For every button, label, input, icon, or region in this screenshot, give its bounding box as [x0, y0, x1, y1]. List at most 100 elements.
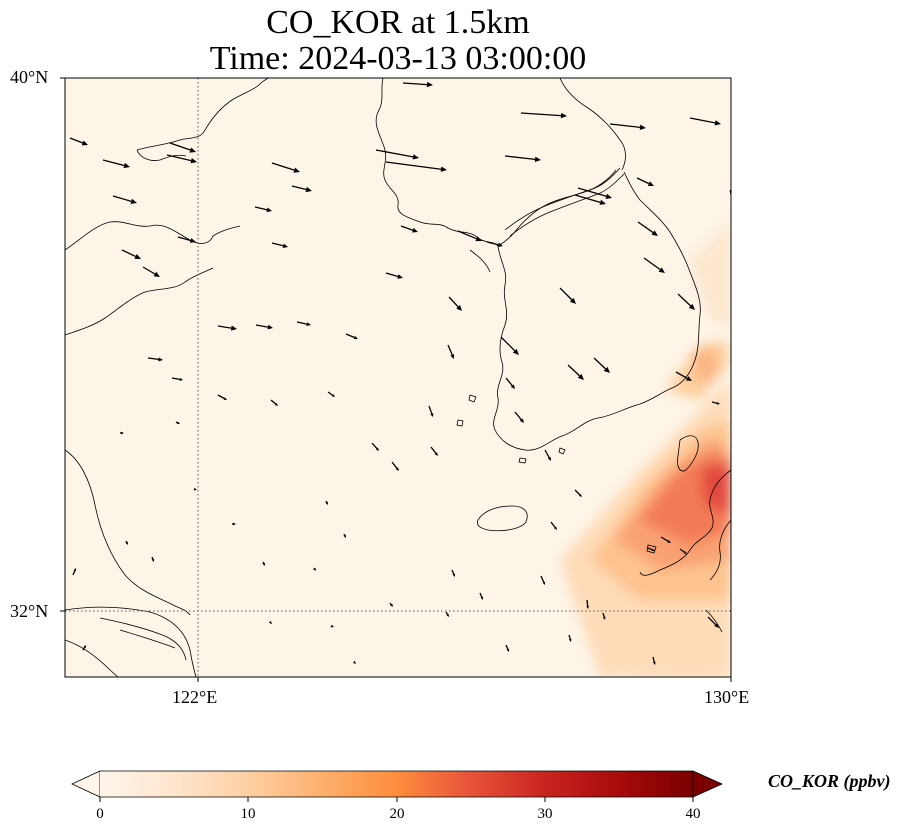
- wind-vector-head: [343, 534, 346, 538]
- wind-vector-head: [189, 147, 196, 153]
- wind-vector-head: [395, 467, 399, 471]
- wind-vector-shaft: [385, 161, 442, 170]
- wind-vector-shaft: [69, 137, 83, 144]
- lat-tick-label-40: 40°N: [10, 67, 49, 87]
- wind-vector-shaft: [72, 570, 76, 576]
- wind-vector-head: [688, 303, 695, 310]
- wind-vector-shaft: [391, 461, 398, 469]
- wind-vector-shaft: [660, 536, 669, 542]
- coastline-dmz-mid: [504, 167, 621, 231]
- wind-vector-shaft: [171, 377, 180, 381]
- coastline-gyeonggi-bay: [469, 249, 491, 273]
- plume-peak: [700, 460, 731, 515]
- wind-vector-shaft: [371, 442, 378, 450]
- wind-vector-head: [658, 267, 665, 273]
- wind-vector-head: [554, 526, 557, 530]
- colorbar-extend-high: [692, 770, 723, 798]
- wind-vector-head: [605, 193, 612, 199]
- wind-vector-shaft: [428, 405, 433, 414]
- wind-vector-shaft: [574, 489, 581, 496]
- lon-tick-label-122: 122°E: [172, 687, 218, 707]
- wind-vector-shaft: [151, 556, 154, 560]
- wind-vector-head: [134, 253, 141, 259]
- wind-vector-shaft: [486, 241, 499, 246]
- wind-vector-head: [578, 493, 582, 497]
- wind-vector-head: [390, 603, 393, 607]
- wind-vector-head: [647, 181, 654, 186]
- wind-vector-head: [375, 447, 379, 451]
- coastline-jiangsu: [65, 449, 191, 616]
- wind-vector-shaft: [445, 611, 449, 615]
- wind-vector-shaft: [504, 155, 536, 160]
- wind-vector-shaft: [568, 634, 571, 640]
- wind-vector-shaft: [577, 187, 607, 197]
- wind-vector-head: [560, 112, 567, 119]
- wind-vector-shaft: [559, 287, 573, 301]
- coastline-south-korea: [493, 171, 701, 451]
- coastline-dmz-east: [509, 173, 625, 237]
- wind-vector-head: [434, 452, 438, 456]
- wind-vector-head: [452, 573, 456, 577]
- wind-vector-shaft: [296, 321, 307, 325]
- wind-vector-shaft: [586, 599, 589, 607]
- wind-vector-head: [176, 421, 180, 424]
- wind-vector-shaft: [447, 344, 453, 356]
- wind-vector-shaft: [271, 242, 284, 247]
- wind-vector-head: [274, 403, 278, 406]
- wind-vector-shaft: [125, 540, 128, 543]
- coastline-chongming: [119, 629, 176, 649]
- coastline-jeju: [477, 505, 528, 532]
- wind-vector-head: [268, 620, 272, 624]
- wind-vector-shaft: [505, 644, 509, 650]
- wind-vector-head: [262, 562, 265, 566]
- co-concentration-field: [560, 220, 731, 677]
- coastline-islet-1: [468, 394, 477, 403]
- wind-vector-head: [123, 162, 130, 169]
- wind-vector-head: [190, 158, 197, 164]
- wind-vector-head: [497, 242, 503, 247]
- wind-vector-head: [475, 236, 482, 242]
- wind-vector-head: [158, 357, 163, 362]
- coastline-liaodong-south: [136, 149, 187, 161]
- wind-vector-shaft: [609, 123, 641, 128]
- wind-vector-shaft: [675, 371, 688, 379]
- wind-vector-shaft: [147, 357, 159, 361]
- wind-vector-shaft: [402, 82, 428, 86]
- wind-vector-head: [577, 373, 584, 380]
- wind-vector-shaft: [430, 446, 437, 454]
- wind-vector-shaft: [602, 612, 605, 618]
- wind-vector-shaft: [385, 272, 399, 278]
- wind-vector-shaft: [500, 336, 516, 352]
- wind-vector-head: [450, 353, 455, 359]
- wind-vector-head: [547, 456, 551, 461]
- wind-vector-head: [714, 623, 719, 628]
- coastline-tsushima: [677, 435, 699, 472]
- wind-vector-head: [602, 616, 606, 620]
- coastlines: [65, 78, 731, 677]
- colorbar-tick-label-0: 0: [96, 806, 104, 822]
- wind-vector-shaft: [514, 411, 522, 421]
- wind-vector-head: [685, 376, 692, 381]
- coastline-north-korea-east: [559, 78, 626, 171]
- lat-tick-label-32: 32°N: [10, 601, 49, 621]
- wind-vector-head: [325, 501, 328, 505]
- colorbar-tick-label-40: 40: [685, 806, 701, 822]
- wind-vector-head: [667, 539, 671, 543]
- wind-vector-head: [330, 624, 334, 628]
- colorbar-title: CO_KOR (ppbv): [768, 771, 891, 791]
- wind-vector-shaft: [567, 364, 581, 377]
- wind-vector-shaft: [593, 357, 607, 370]
- wind-vector-shaft: [574, 194, 601, 203]
- wind-vector-head: [639, 124, 646, 131]
- wind-vector-shaft: [647, 547, 653, 551]
- wind-vector-shaft: [121, 249, 136, 258]
- wind-vector-head: [125, 541, 128, 545]
- wind-vector-head: [651, 230, 658, 236]
- wind-vector-head: [519, 418, 524, 423]
- wind-vector-shaft: [707, 616, 717, 626]
- wind-vector-shaft: [291, 185, 307, 191]
- coastline-north-korea-west: [375, 78, 499, 247]
- wind-vector-shaft: [505, 377, 513, 387]
- map-title-line-2: Time: 2024-03-13 03:00:00: [209, 40, 587, 77]
